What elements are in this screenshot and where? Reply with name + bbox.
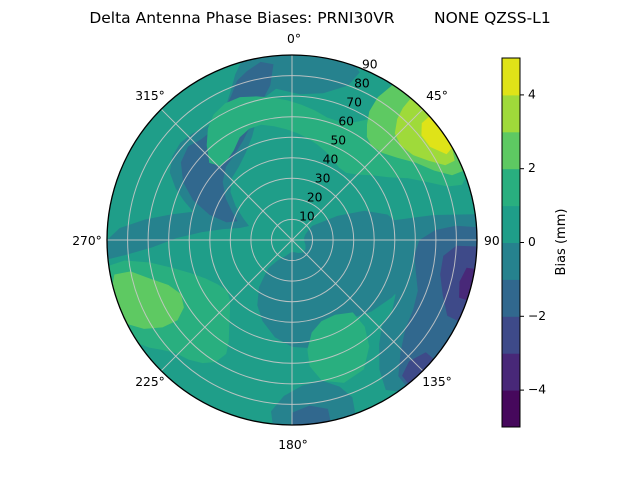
theta-tick-labels: 0° 45° 90 135° 180° 225° 270° 315° xyxy=(72,32,499,452)
theta-tick-label: 180° xyxy=(278,438,308,452)
r-tick-labels: 10 20 30 40 50 60 70 80 90 xyxy=(299,58,378,224)
contour-region-level-3 xyxy=(292,405,331,425)
contour-region-level-6 xyxy=(307,312,370,383)
theta-tick-label: 0° xyxy=(287,32,301,46)
colorbar-segment xyxy=(502,205,520,243)
colorbar-axis-label: Bias (mm) xyxy=(554,209,569,276)
r-tick-label: 30 xyxy=(315,172,331,186)
colorbar-segment xyxy=(502,316,520,354)
colorbar-segment xyxy=(502,131,520,170)
contour-region-level-1 xyxy=(459,267,475,301)
theta-gridline xyxy=(291,108,424,241)
contour-region-level-2 xyxy=(440,245,477,322)
figure-title: Delta Antenna Phase Biases: PRNI30VR NON… xyxy=(89,9,551,27)
colorbar-segment xyxy=(502,279,520,317)
r-tick-label: 20 xyxy=(307,191,323,205)
contour-region-level-7 xyxy=(112,271,184,329)
colorbar-segment xyxy=(502,168,520,207)
colorbar-tick-label: 0 xyxy=(528,235,536,249)
contour-region-level-9 xyxy=(421,116,453,155)
colorbar: 4 2 0 −2 −4 Bias (mm) xyxy=(501,57,569,428)
theta-tick-label: 90 xyxy=(484,234,500,248)
contour-region-level-4 xyxy=(107,55,360,260)
colorbar-tick-label: −4 xyxy=(528,383,546,397)
r-tick-label: 80 xyxy=(354,77,370,91)
colorbar-tick-label: 2 xyxy=(528,161,536,175)
contour-region-level-2 xyxy=(402,352,434,384)
colorbar-segment xyxy=(502,242,520,280)
r-tick-label: 40 xyxy=(323,153,339,167)
colorbar-segment xyxy=(502,353,520,391)
colorbar-tick-label: −2 xyxy=(528,309,546,323)
r-tick-label: 60 xyxy=(338,115,354,129)
theta-gridline xyxy=(160,108,293,241)
theta-tick-label: 270° xyxy=(72,234,102,248)
polar-grid xyxy=(107,55,477,425)
theta-tick-label: 225° xyxy=(135,375,165,389)
r-tick-label: 90 xyxy=(362,58,378,72)
r-tick-label: 10 xyxy=(299,210,315,224)
colorbar-segment xyxy=(502,94,520,133)
theta-gridline xyxy=(291,239,424,372)
theta-gridline xyxy=(160,239,293,372)
theta-tick-label: 45° xyxy=(426,89,448,103)
theta-tick-label: 315° xyxy=(135,89,165,103)
colorbar-tick-label: 4 xyxy=(528,87,536,101)
colorbar-segment xyxy=(502,390,520,428)
r-tick-label: 50 xyxy=(330,134,346,148)
r-tick-label: 70 xyxy=(346,96,362,110)
polar-axes-outline xyxy=(106,54,478,426)
colorbar-segment xyxy=(502,58,520,96)
theta-tick-label: 135° xyxy=(422,375,452,389)
